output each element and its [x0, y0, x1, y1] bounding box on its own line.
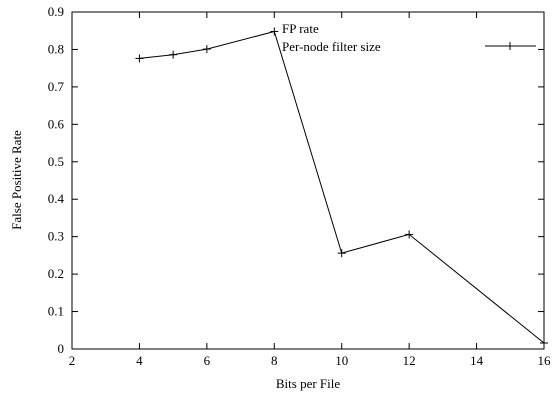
data-point-marker: [202, 45, 211, 54]
plot-frame: [71, 11, 545, 350]
x-tick-label: 16: [538, 353, 552, 368]
y-tick-label: 0.5: [48, 154, 64, 169]
y-axis-title: False Positive Rate: [9, 130, 24, 230]
series-layer: [135, 27, 548, 348]
x-tick-label: 4: [136, 353, 143, 368]
legend-title: FP rate: [282, 21, 319, 36]
legend-series-label: Per-node filter size: [282, 39, 381, 54]
tick-labels: 2 4 6 8 10 12 14 16 0 0.1 0.2 0.3 0.4 0.5 0.6 0.7 0.8 0.9: [48, 4, 551, 368]
x-tick-label: 6: [204, 353, 211, 368]
y-tick-label: 0.8: [48, 41, 64, 56]
data-point-marker: [337, 249, 346, 258]
y-tick-label: 0.2: [48, 266, 64, 281]
x-tick-label: 2: [69, 353, 76, 368]
data-point-marker: [540, 339, 548, 348]
x-tick-label: 12: [403, 353, 416, 368]
data-point-marker: [135, 54, 144, 63]
y-tick-label: 0.6: [48, 116, 65, 131]
data-point-marker: [405, 230, 414, 239]
x-tick-label: 14: [470, 353, 484, 368]
y-tick-label: 0.4: [48, 191, 65, 206]
x-tick-label: 10: [335, 353, 348, 368]
y-tick-label: 0.9: [48, 4, 64, 19]
axis-ticks: [71, 11, 545, 350]
y-tick-label: 0: [58, 341, 65, 356]
x-tick-label: 8: [271, 353, 278, 368]
legend-marker: [506, 42, 514, 50]
y-tick-label: 0.3: [48, 229, 64, 244]
data-point-marker: [270, 27, 279, 36]
x-axis-title: Bits per File: [276, 376, 341, 391]
data-point-marker: [169, 50, 178, 59]
y-tick-label: 0.7: [48, 79, 65, 94]
y-tick-label: 0.1: [48, 304, 64, 319]
series-line: [139, 30, 545, 344]
legend-sample: [485, 42, 536, 50]
